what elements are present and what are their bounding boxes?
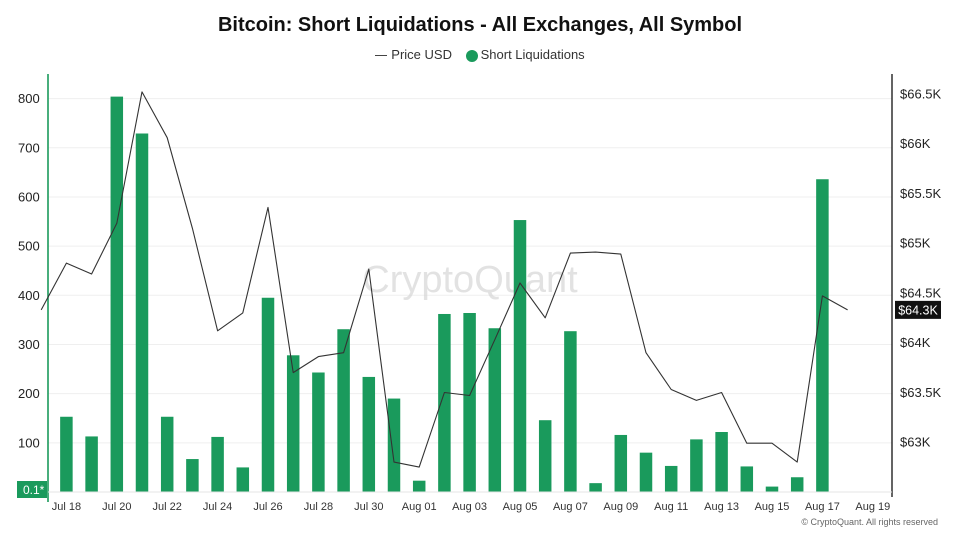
y-left-zero-badge (17, 481, 47, 498)
legend: Price USD Short Liquidations (0, 46, 960, 62)
y-left-tick-label: 600 (18, 189, 40, 204)
short-liquidation-bar (412, 480, 426, 492)
short-liquidation-bar (715, 432, 728, 492)
y-left-tick-label: 100 (18, 435, 40, 450)
bars (60, 96, 829, 492)
y-left-tick-label: 500 (18, 239, 40, 254)
y-right-tick-label: $64.5K (900, 285, 942, 300)
x-tick-label: Jul 30 (354, 501, 383, 513)
current-price-badge (895, 300, 941, 319)
axes (47, 74, 893, 502)
short-liquidation-bar (60, 416, 73, 492)
x-tick-label: Aug 13 (704, 501, 739, 513)
short-liquidation-bar (790, 477, 804, 492)
price-line (40, 91, 848, 468)
credit: © CryptoQuant. All rights reserved (801, 517, 938, 527)
x-tick-label: Jul 18 (52, 501, 81, 513)
current-price-label: $64.3K (898, 303, 938, 317)
y-left-tick-label: 400 (18, 288, 40, 303)
legend-item-price[interactable]: Price USD (375, 47, 452, 62)
y-right-tick-label: $63K (900, 435, 931, 450)
short-liquidation-bar (690, 439, 703, 492)
short-liquidation-bar (463, 312, 476, 492)
short-liquidation-bar (261, 297, 275, 492)
x-tick-label: Aug 15 (755, 501, 790, 513)
short-liquidation-bar (639, 452, 653, 492)
short-liquidation-bar (564, 331, 577, 492)
short-liquidation-bar (362, 376, 376, 492)
price-line-swatch (375, 55, 388, 57)
x-tick-label: Aug 07 (553, 501, 588, 513)
y-right-tick-label: $66.5K (900, 86, 942, 101)
y-left-tick-label: 200 (18, 386, 40, 401)
y-right-tick-label: $63.5K (900, 385, 942, 400)
x-tick-label: Jul 24 (203, 501, 232, 513)
price-line-path (40, 91, 848, 468)
short-liquidation-bar (236, 467, 250, 492)
x-tick-label: Aug 11 (654, 501, 688, 513)
short-liquidation-bar (312, 372, 325, 492)
short-liquidation-bar (337, 329, 350, 492)
x-tick-label: Aug 05 (503, 501, 538, 513)
y-left-tick-label: 300 (18, 337, 40, 352)
short-liquidation-bar (614, 434, 628, 492)
short-liquidation-bar (816, 179, 829, 492)
short-liquidation-bar (740, 466, 754, 492)
x-tick-label: Jul 20 (102, 501, 131, 513)
short-liquidation-bar (110, 96, 124, 492)
x-tick-label: Jul 28 (304, 501, 333, 513)
short-liquidation-bar (513, 220, 527, 492)
legend-label-price: Price USD (391, 47, 452, 63)
short-liquidation-bar (286, 355, 300, 492)
y-left-zero-label: 0.1* (23, 483, 45, 497)
short-liquidation-bar (538, 420, 552, 492)
x-tick-label: Jul 22 (153, 501, 182, 513)
y-left-tick-label: 700 (18, 140, 40, 155)
short-liquidation-bar (664, 465, 678, 492)
y-left-tick-label: 800 (18, 91, 40, 106)
x-tick-label: Aug 01 (402, 501, 437, 513)
short-liquidation-bar (438, 313, 451, 492)
y-right-tick-label: $64K (900, 335, 931, 350)
x-tick-label: Aug 09 (603, 501, 638, 513)
x-tick-label: Aug 03 (452, 501, 487, 513)
short-liquidations-dot-swatch (465, 49, 478, 62)
chart-title: Bitcoin: Short Liquidations - All Exchan… (217, 14, 743, 36)
y-right-tick-label: $65K (900, 236, 931, 251)
short-liquidation-bar (765, 486, 779, 492)
short-liquidation-bar (135, 133, 149, 492)
legend-label-short-liquidations: Short Liquidations (480, 47, 585, 63)
x-tick-label: Aug 17 (805, 501, 840, 513)
x-tick-label: Jul 26 (253, 501, 282, 513)
short-liquidation-bar (387, 398, 401, 492)
short-liquidation-bar (186, 459, 199, 492)
short-liquidation-bar (211, 436, 224, 492)
watermark: CryptoQuant (362, 259, 578, 301)
short-liquidation-bar (488, 328, 502, 492)
y-right-tick-label: $65.5K (900, 186, 942, 201)
x-tick-label: Aug 19 (855, 501, 890, 513)
tick-labels: 800 700 600 500 400 300 200 100 0.1* $66.5K $66K $6… (17, 86, 942, 513)
short-liquidation-bar (160, 416, 174, 492)
short-liquidation-bar (85, 436, 98, 492)
y-right-tick-label: $66K (900, 136, 931, 151)
legend-item-short-liquidations[interactable]: Short Liquidations (465, 47, 585, 63)
short-liquidation-bar (589, 483, 602, 492)
